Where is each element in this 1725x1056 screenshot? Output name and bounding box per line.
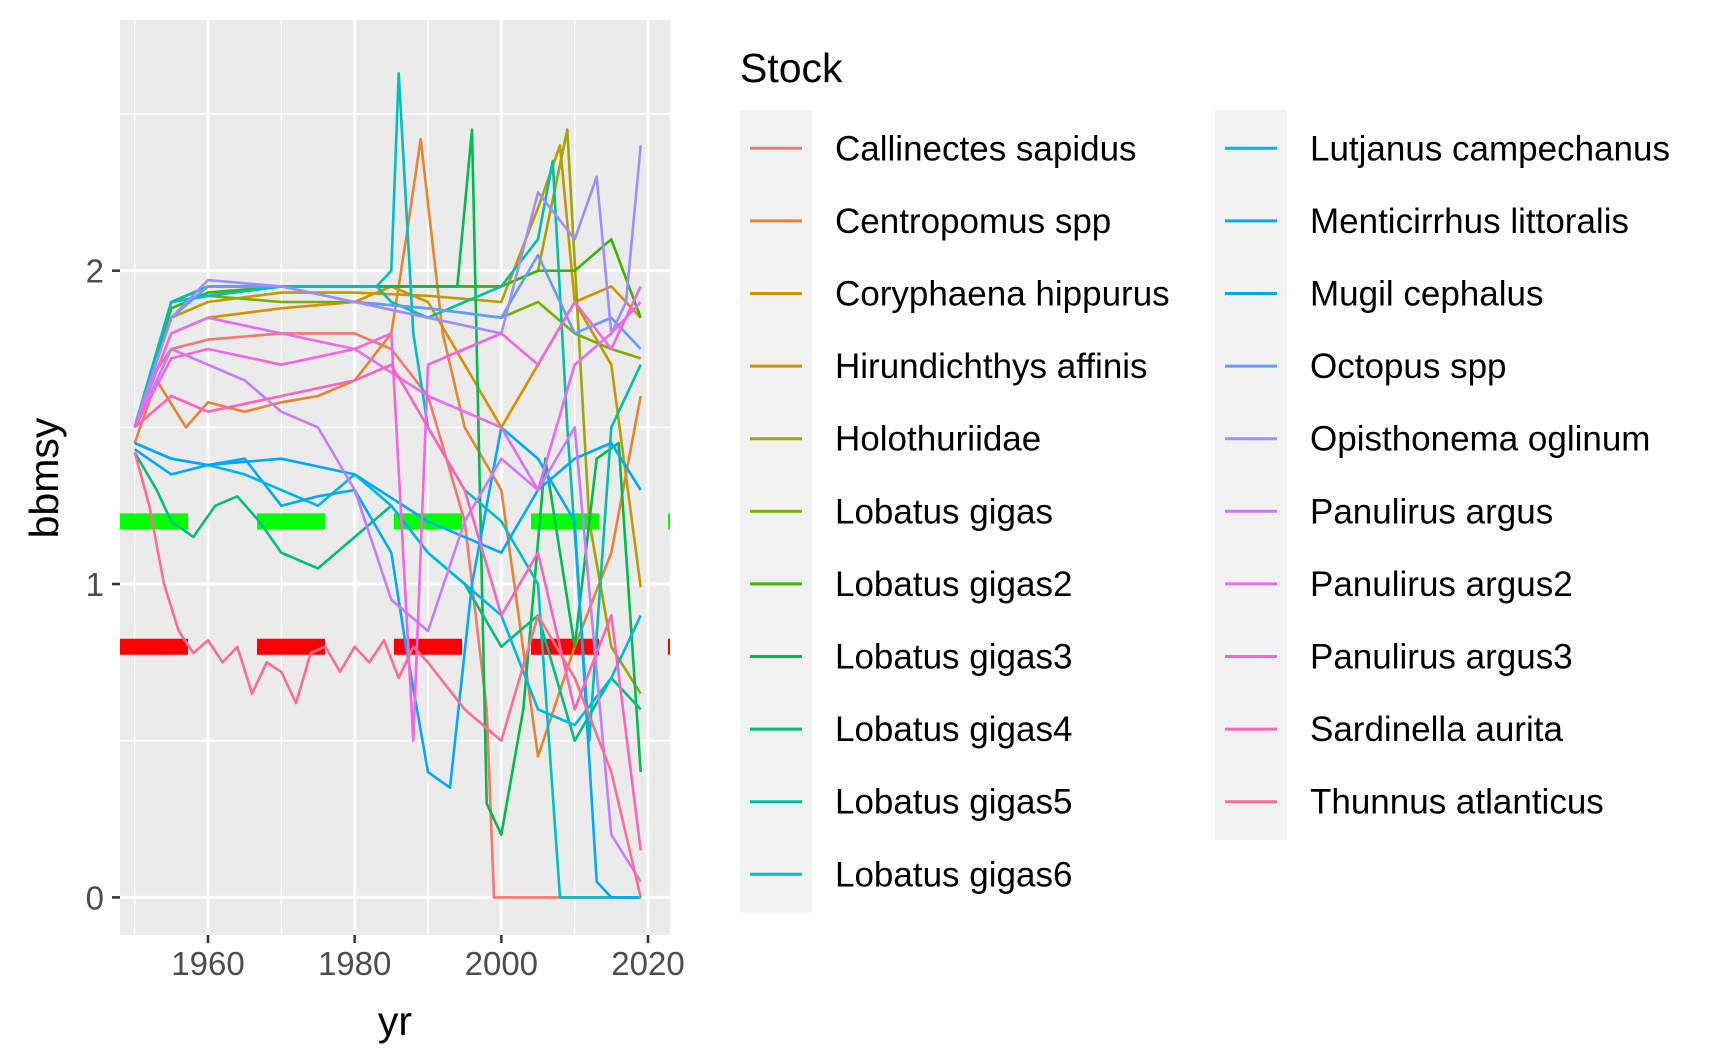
- legend-label: Mugil cephalus: [1310, 275, 1543, 314]
- y-tick-label: 1: [86, 566, 104, 603]
- x-axis-title: yr: [378, 998, 412, 1044]
- x-tick-label: 2000: [465, 945, 538, 982]
- y-tick-label: 2: [86, 253, 104, 290]
- grid-major: [120, 20, 670, 935]
- legend-label: Lobatus gigas2: [835, 565, 1072, 604]
- series-line: [133, 451, 642, 743]
- series-line: [133, 72, 641, 899]
- x-tick-label: 1960: [171, 945, 244, 982]
- legend-label: Panulirus argus: [1310, 492, 1553, 531]
- series-line: [134, 441, 642, 555]
- legend-label: Octopus spp: [1310, 347, 1507, 386]
- legend-label: Thunnus atlanticus: [1310, 783, 1604, 822]
- legend-label: Panulirus argus2: [1310, 565, 1573, 604]
- legend: Callinectes sapidus Centropomus spp Coryph…: [740, 110, 1670, 913]
- series-lines: [133, 72, 642, 899]
- series-line: [133, 363, 642, 851]
- y-tick-label: 0: [86, 879, 104, 916]
- series-line: [133, 452, 642, 898]
- legend-label: Opisthonema oglinum: [1310, 420, 1650, 459]
- y-axis-title: bbmsy: [21, 417, 67, 538]
- legend-label: Lutjanus campechanus: [1310, 129, 1670, 168]
- series-line: [134, 441, 642, 727]
- series-line: [133, 426, 641, 899]
- legend-label: Hirundichthys affinis: [835, 347, 1148, 386]
- legend-label: Lobatus gigas: [835, 492, 1053, 531]
- legend-label: Centropomus spp: [835, 202, 1111, 241]
- x-tick-label: 2020: [611, 945, 684, 982]
- series-line: [133, 253, 642, 428]
- legend-label: Lobatus gigas5: [835, 783, 1072, 822]
- legend-label: Lobatus gigas3: [835, 638, 1072, 677]
- legend-title: Stock: [740, 45, 843, 91]
- series-line: [133, 144, 642, 588]
- axis-ticks: [112, 269, 650, 943]
- legend-label: Coryphaena hippurus: [835, 275, 1170, 314]
- reference-lines: [120, 513, 670, 655]
- legend-label: Panulirus argus3: [1310, 638, 1573, 677]
- legend-key-bg: [1215, 110, 1287, 840]
- series-line: [133, 285, 642, 743]
- tick-labels: 1960 1980 2000 2020 0 1 2: [86, 253, 685, 982]
- legend-label: Callinectes sapidus: [835, 129, 1137, 168]
- legend-label: Menticirrhus littoralis: [1310, 202, 1629, 241]
- x-tick-label: 1980: [318, 945, 391, 982]
- legend-label: Sardinella aurita: [1310, 710, 1563, 749]
- legend-label: Holothuriidae: [835, 420, 1041, 459]
- series-line: [133, 347, 642, 883]
- legend-label: Lobatus gigas4: [835, 710, 1072, 749]
- grid-minor: [120, 20, 670, 935]
- legend-label: Lobatus gigas6: [835, 855, 1072, 894]
